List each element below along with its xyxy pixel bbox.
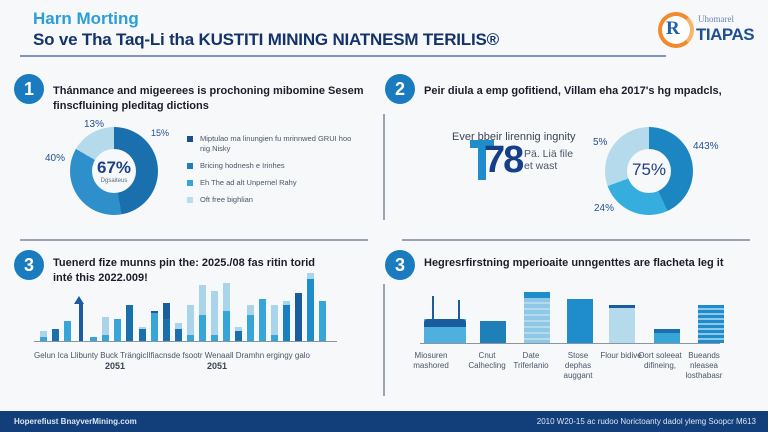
logo-subtext: Uhomarel bbox=[698, 14, 734, 24]
legend-item: Miptulao ma linungien fu mrinnwed GRUI h… bbox=[187, 134, 357, 154]
donut-1-label-15: 15% bbox=[151, 128, 170, 138]
legend-item: Eh The ad alt Unpernel Rahy bbox=[187, 178, 357, 188]
donut-2-label-5: 5% bbox=[593, 137, 608, 148]
footer-website-link[interactable]: Hoperefiust BnayverMining.com bbox=[14, 417, 137, 426]
logo-ring-icon: R bbox=[658, 12, 694, 48]
up-arrow-icon bbox=[74, 296, 84, 304]
donut-2-label-443: 443% bbox=[693, 141, 719, 152]
x-tick-year: 2051 bbox=[207, 361, 228, 371]
section-4-title: Hegresrfirstning mperioaite unngenttes a… bbox=[424, 257, 724, 269]
category-label: Oort soleeat difineing, bbox=[638, 351, 682, 370]
section-4-badge: 3 bbox=[385, 250, 415, 280]
category-label: Miosuren mashored bbox=[413, 351, 449, 370]
legend-swatch bbox=[187, 136, 193, 142]
stat-value: 78 bbox=[484, 139, 524, 181]
bar-item bbox=[524, 292, 550, 343]
donut-1-label-40: 40% bbox=[45, 153, 66, 164]
header-kicker: Harn Morting bbox=[33, 9, 139, 28]
section-3-badge: 3 bbox=[14, 250, 44, 280]
footer-note: 2010 W20-15 ac rudoo Norictoanty dadol y… bbox=[536, 417, 756, 426]
bar-item bbox=[654, 329, 680, 343]
section-2-badge: 2 bbox=[385, 74, 415, 104]
vertical-divider bbox=[383, 114, 385, 220]
legend-item: Oft free bighlian bbox=[187, 195, 357, 205]
page-title: So ve Tha Taq-Li tha KUSTITI MINING NIAT… bbox=[33, 30, 499, 49]
section-3-title: Tuenerd fize munns pin the: 2025./08 fas… bbox=[53, 257, 316, 284]
section-1-donut-chart bbox=[70, 127, 158, 215]
x-axis bbox=[420, 343, 720, 344]
legend-swatch bbox=[187, 163, 193, 169]
legend-swatch bbox=[187, 180, 193, 186]
x-tick-year: 2051 bbox=[105, 361, 126, 371]
x-axis bbox=[34, 341, 337, 342]
section-4-equipment-chart bbox=[420, 288, 724, 344]
section-1-legend: Miptulao ma linungien fu mrinnwed GRUI h… bbox=[187, 134, 357, 212]
legend-swatch bbox=[187, 197, 193, 203]
tower-icon bbox=[470, 140, 494, 180]
vertical-divider bbox=[383, 284, 385, 396]
bar-item bbox=[567, 299, 593, 343]
section-1-title: Thánmance and migeerees is prochoning mi… bbox=[53, 85, 364, 112]
section-2-title: Peir diula a emp gofitiend, Villam eha 2… bbox=[424, 85, 722, 97]
brand-logo: R Uhomarel TIAPAS bbox=[656, 8, 756, 50]
legend-item: Bricing hodnesh e Irinhes bbox=[187, 161, 357, 171]
section-1-donut-center: 67% Dgsaiteus bbox=[96, 158, 132, 184]
donut-1-label-13: 13% bbox=[84, 119, 105, 130]
category-label: Flour bidive bbox=[600, 351, 642, 360]
category-label: Date Triferlanio bbox=[513, 351, 549, 370]
router-icon bbox=[424, 319, 466, 343]
header: Harn Morting So ve Tha Taq-Li tha KUSTIT… bbox=[0, 0, 768, 62]
category-label: Stose dephas auggant bbox=[563, 351, 593, 380]
section-3-x-labels: Gelun Ica Llibunty Buck TrängicIlfiacnsd… bbox=[34, 351, 310, 360]
horizontal-divider bbox=[20, 239, 368, 241]
donut-2-label-24: 24% bbox=[594, 203, 615, 214]
horizontal-divider bbox=[402, 239, 750, 241]
section-3-bar-chart bbox=[34, 270, 337, 342]
logo-name: TIAPAS bbox=[696, 25, 755, 44]
footer: Hoperefiust BnayverMining.com 2010 W20-1… bbox=[0, 411, 768, 432]
header-rule bbox=[20, 55, 666, 57]
section-1-badge: 1 bbox=[14, 74, 44, 104]
category-label: Cnut Calhecling bbox=[468, 351, 506, 370]
section-2-donut-chart bbox=[605, 127, 693, 215]
bar-item bbox=[609, 305, 635, 343]
bar-item bbox=[698, 305, 724, 343]
stat-side-text: Pä. Liä file et wast bbox=[524, 148, 574, 172]
section-2-donut-center: 75% bbox=[631, 160, 667, 179]
bar-item bbox=[480, 321, 506, 343]
category-label: Bueands nleasea losthabasr bbox=[685, 351, 723, 380]
